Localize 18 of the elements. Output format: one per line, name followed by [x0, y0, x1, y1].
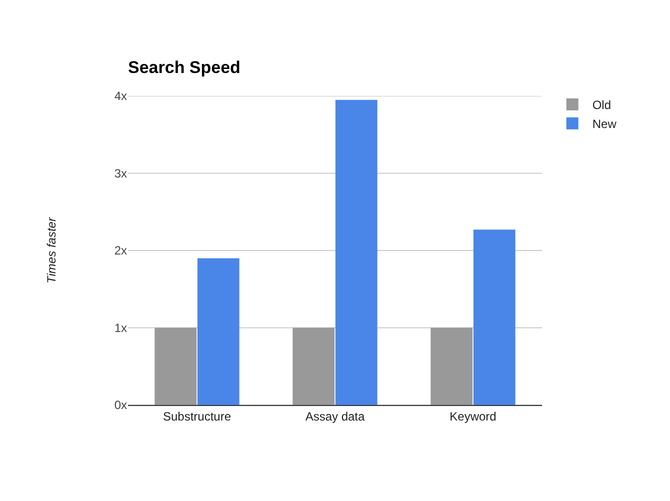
bar: [430, 328, 473, 405]
bar: [473, 230, 516, 405]
y-axis-title: Times faster: [44, 216, 59, 284]
x-tick-label: Assay data: [305, 409, 366, 424]
bar: [154, 328, 197, 405]
x-tick-label: Keyword: [450, 409, 496, 424]
y-tick-label: 0x: [114, 398, 127, 412]
legend-label: New: [592, 117, 617, 131]
y-tick-label: 3x: [114, 166, 127, 180]
bar: [292, 328, 335, 405]
y-tick-label: 4x: [114, 89, 127, 104]
x-tick-label: Substructure: [162, 409, 232, 424]
bar: [335, 100, 378, 405]
bar: [197, 258, 240, 405]
chart-title: Search Speed: [128, 58, 240, 77]
y-tick-label: 2x: [114, 244, 127, 258]
legend-label: Old: [592, 98, 612, 112]
y-tick-label: 1x: [114, 320, 127, 335]
